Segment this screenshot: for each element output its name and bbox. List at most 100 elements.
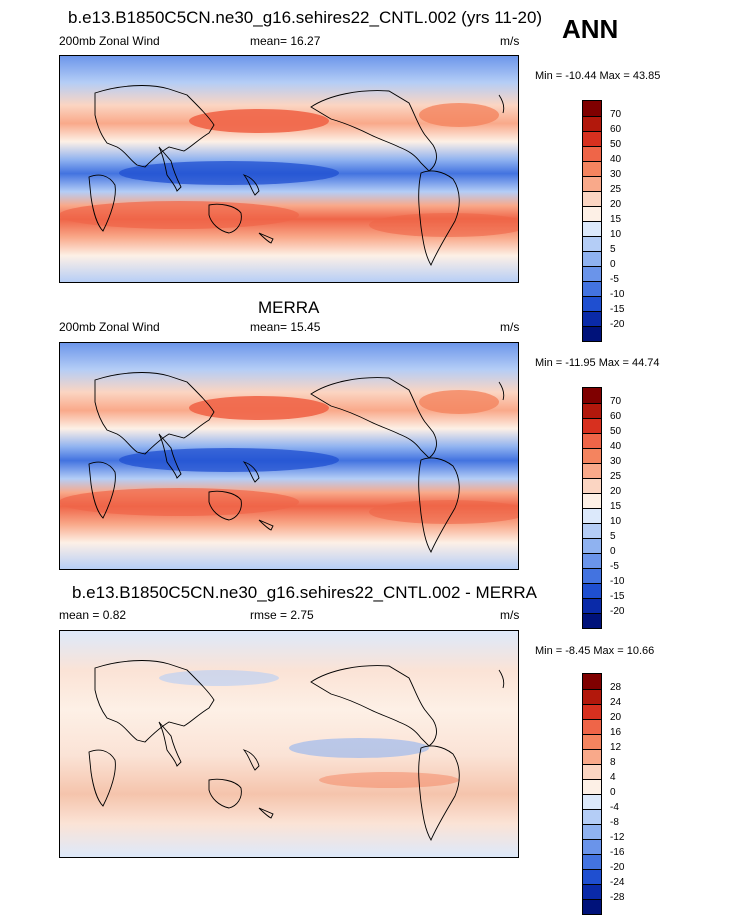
panel3-right-label: m/s <box>500 608 520 622</box>
colorbar-label: -10 <box>610 289 625 300</box>
colorbar-label: 25 <box>610 184 622 195</box>
panel3-title: b.e13.B1850C5CN.ne30_g16.sehires22_CNTL.… <box>72 583 537 602</box>
colorbar-label: 20 <box>610 486 622 497</box>
colorbar-swatch <box>583 326 601 341</box>
colorbar-swatch <box>583 538 601 553</box>
colorbar-swatch <box>583 493 601 508</box>
colorbar-label: -15 <box>610 591 625 602</box>
colorbar-swatch <box>583 206 601 221</box>
colorbar-label: 60 <box>610 124 622 135</box>
colorbar-swatch <box>583 568 601 583</box>
panel2-map <box>59 342 519 570</box>
colorbar-swatch <box>583 101 601 116</box>
panel3-colorbar <box>582 673 602 915</box>
colorbar-label: -15 <box>610 304 625 315</box>
colorbar-label: 60 <box>610 411 622 422</box>
colorbar-swatch <box>583 854 601 869</box>
colorbar-swatch <box>583 824 601 839</box>
colorbar-swatch <box>583 839 601 854</box>
panel1-minmax: Min = -10.44 Max = 43.85 <box>535 70 661 82</box>
colorbar-label: 0 <box>610 546 616 557</box>
colorbar-swatch <box>583 764 601 779</box>
colorbar-label: -28 <box>610 892 625 903</box>
colorbar-swatch <box>583 734 601 749</box>
colorbar-swatch <box>583 418 601 433</box>
colorbar-swatch <box>583 191 601 206</box>
panel1-left-label: 200mb Zonal Wind <box>59 34 160 48</box>
season-label: ANN <box>562 14 619 44</box>
colorbar-swatch <box>583 598 601 613</box>
colorbar-label: -5 <box>610 274 619 285</box>
panel1-colorbar <box>582 100 602 342</box>
colorbar-label: 40 <box>610 441 622 452</box>
panel3-center-label: rmse = 2.75 <box>250 608 314 622</box>
colorbar-label: 30 <box>610 456 622 467</box>
colorbar-swatch <box>583 266 601 281</box>
colorbar-swatch <box>583 809 601 824</box>
colorbar-label: 10 <box>610 229 622 240</box>
colorbar-label: 10 <box>610 516 622 527</box>
panel2-center-label: mean= 15.45 <box>250 320 321 334</box>
panel2-colorbar <box>582 387 602 629</box>
colorbar-label: -12 <box>610 832 625 843</box>
colorbar-label: 12 <box>610 742 622 753</box>
colorbar-swatch <box>583 146 601 161</box>
colorbar-swatch <box>583 311 601 326</box>
colorbar-swatch <box>583 176 601 191</box>
panel2-minmax: Min = -11.95 Max = 44.74 <box>535 357 660 369</box>
panel2-right-label: m/s <box>500 320 520 334</box>
panel2-title: MERRA <box>258 298 320 317</box>
colorbar-swatch <box>583 388 601 403</box>
colorbar-label: -20 <box>610 862 625 873</box>
colorbar-swatch <box>583 749 601 764</box>
colorbar-label: 5 <box>610 244 616 255</box>
colorbar-label: -8 <box>610 817 619 828</box>
colorbar-swatch <box>583 794 601 809</box>
colorbar-label: 5 <box>610 531 616 542</box>
colorbar-swatch <box>583 448 601 463</box>
colorbar-swatch <box>583 553 601 568</box>
colorbar-swatch <box>583 884 601 899</box>
colorbar-swatch <box>583 251 601 266</box>
colorbar-swatch <box>583 523 601 538</box>
colorbar-swatch <box>583 403 601 418</box>
colorbar-label: 16 <box>610 727 622 738</box>
colorbar-swatch <box>583 281 601 296</box>
colorbar-swatch <box>583 689 601 704</box>
colorbar-swatch <box>583 236 601 251</box>
colorbar-swatch <box>583 674 601 689</box>
panel1-title: b.e13.B1850C5CN.ne30_g16.sehires22_CNTL.… <box>68 8 543 27</box>
colorbar-label: 0 <box>610 259 616 270</box>
panel1-center-label: mean= 16.27 <box>250 34 321 48</box>
colorbar-label: 25 <box>610 471 622 482</box>
colorbar-label: 50 <box>610 426 622 437</box>
colorbar-swatch <box>583 433 601 448</box>
colorbar-swatch <box>583 704 601 719</box>
colorbar-label: 20 <box>610 199 622 210</box>
panel3-minmax: Min = -8.45 Max = 10.66 <box>535 645 655 657</box>
colorbar-swatch <box>583 296 601 311</box>
panel1-right-label: m/s <box>500 34 520 48</box>
panel3-map <box>59 630 519 858</box>
colorbar-swatch <box>583 463 601 478</box>
colorbar-swatch <box>583 869 601 884</box>
colorbar-swatch <box>583 221 601 236</box>
colorbar-label: -24 <box>610 877 625 888</box>
panel1-map <box>59 55 519 283</box>
colorbar-label: 15 <box>610 501 622 512</box>
colorbar-label: 70 <box>610 109 622 120</box>
colorbar-swatch <box>583 899 601 914</box>
colorbar-swatch <box>583 478 601 493</box>
colorbar-label: -20 <box>610 606 625 617</box>
colorbar-label: 0 <box>610 787 616 798</box>
colorbar-label: 20 <box>610 712 622 723</box>
colorbar-swatch <box>583 613 601 628</box>
colorbar-label: 50 <box>610 139 622 150</box>
colorbar-swatch <box>583 508 601 523</box>
colorbar-label: -16 <box>610 847 625 858</box>
colorbar-label: 28 <box>610 682 622 693</box>
colorbar-label: 40 <box>610 154 622 165</box>
panel2-left-label: 200mb Zonal Wind <box>59 320 160 334</box>
colorbar-swatch <box>583 779 601 794</box>
colorbar-label: -10 <box>610 576 625 587</box>
